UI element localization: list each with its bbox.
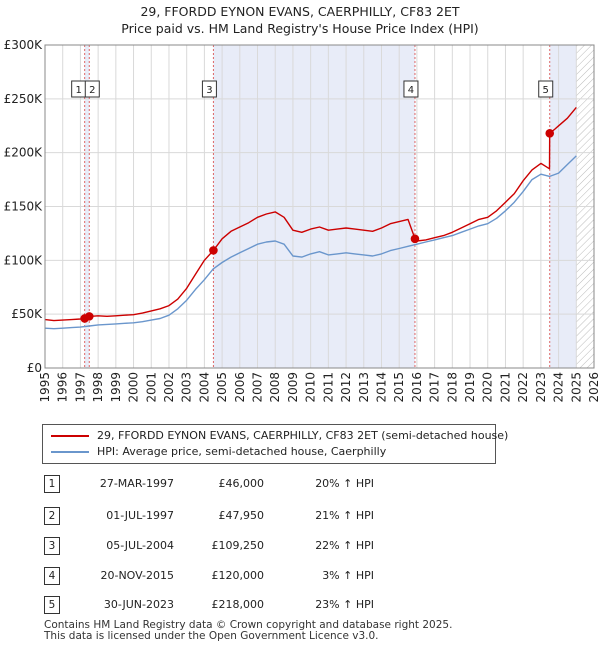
x-tick-label: 1998: [91, 372, 105, 403]
x-tick-label: 1995: [38, 372, 52, 403]
footer-attribution: Contains HM Land Registry data © Crown c…: [44, 620, 452, 642]
property-series-line: [44, 106, 577, 322]
sale-hpi-change: 3% ↑ HPI: [322, 569, 374, 582]
x-tick-label: 2026: [587, 372, 600, 403]
sale-marker-box: [201, 80, 217, 98]
x-tick-label: 2017: [428, 372, 442, 403]
x-tick-label: 2018: [445, 372, 459, 403]
x-tick-label: 2003: [180, 372, 194, 403]
sale-point: [410, 234, 420, 244]
x-tick-label: 2011: [321, 372, 335, 403]
x-tick-label: 2006: [233, 372, 247, 403]
x-tick-label: 2005: [215, 372, 229, 403]
sale-hpi-change: 23% ↑ HPI: [315, 598, 374, 611]
sale-price: £46,000: [218, 477, 265, 490]
sale-point: [209, 246, 218, 255]
x-tick-label: 2004: [197, 372, 211, 403]
x-tick-label: 2007: [251, 372, 265, 403]
footer-licence: This data is licensed under the Open Gov…: [44, 630, 379, 642]
sale-marker-label: 4: [408, 85, 414, 96]
x-tick-label: 1997: [73, 372, 87, 403]
sale-date: 01-JUL-1997: [106, 509, 174, 522]
sale-number-badge: 3: [44, 537, 60, 555]
legend-swatch-property: [51, 435, 89, 437]
sale-marker-box: [84, 80, 100, 98]
x-tick-label: 2010: [304, 372, 318, 403]
y-tick-label: £100K: [4, 253, 44, 267]
x-tick-label: 2013: [357, 372, 371, 403]
x-tick-label: 1999: [109, 372, 123, 403]
sale-price: £218,000: [211, 598, 265, 611]
sale-date: 30-JUN-2023: [103, 598, 174, 611]
sale-date: 27-MAR-1997: [99, 477, 174, 490]
x-tick-label: 2009: [286, 372, 300, 403]
sale-point: [84, 312, 94, 321]
legend-swatch-hpi: [51, 451, 89, 453]
sale-row: 3 05-JUL-2004 £109,250 22% ↑ HPI: [44, 537, 484, 555]
sale-price: £120,000: [211, 569, 265, 582]
x-tick-label: 2012: [339, 372, 353, 403]
footer-copyright: Contains HM Land Registry data © Crown c…: [44, 619, 453, 631]
sale-number-badge: 4: [44, 567, 60, 585]
sale-marker-box: [403, 80, 419, 98]
sale-number-badge: 2: [44, 507, 60, 525]
chart-title-line2: Price paid vs. HM Land Registry's House …: [121, 21, 479, 36]
chart-title-line1: 29, FFORDD EYNON EVANS, CAERPHILLY, CF83…: [140, 4, 460, 19]
sale-date: 20-NOV-2015: [100, 569, 174, 582]
sale-price: £109,250: [211, 539, 265, 552]
sale-date: 05-JUL-2004: [106, 539, 174, 552]
x-tick-label: 2001: [144, 372, 158, 403]
y-tick-label: £50K: [11, 307, 43, 321]
x-tick-label: 2025: [569, 372, 583, 403]
x-tick-label: 2023: [534, 372, 548, 403]
chart-title: 29, FFORDD EYNON EVANS, CAERPHILLY, CF83…: [0, 3, 600, 37]
legend: 29, FFORDD EYNON EVANS, CAERPHILLY, CF83…: [42, 424, 508, 464]
x-tick-label: 2016: [410, 372, 424, 403]
sale-marker-label: 3: [206, 85, 212, 96]
x-tick-label: 2000: [127, 372, 141, 403]
y-tick-label: £200K: [4, 146, 44, 160]
plot-frame: [44, 44, 595, 369]
x-tick-label: 2021: [498, 372, 512, 403]
x-tick-label: 2014: [374, 372, 388, 403]
sale-hpi-change: 22% ↑ HPI: [315, 539, 374, 552]
legend-label-hpi: HPI: Average price, semi-detached house,…: [97, 445, 387, 458]
x-tick-label: 2020: [481, 372, 495, 403]
sale-marker-label: 5: [543, 85, 549, 96]
sale-hpi-change: 20% ↑ HPI: [315, 477, 374, 490]
sale-number-badge: 5: [44, 596, 60, 614]
sale-price: £47,950: [218, 509, 265, 522]
x-tick-label: 2019: [463, 372, 477, 403]
y-tick-label: £0: [27, 361, 42, 375]
x-tick-label: 2024: [552, 372, 566, 403]
y-tick-label: £150K: [4, 200, 44, 214]
x-tick-label: 2015: [392, 372, 406, 403]
legend-label-property: 29, FFORDD EYNON EVANS, CAERPHILLY, CF83…: [97, 429, 509, 442]
hpi-series-line: [44, 155, 577, 330]
x-tick-label: 2008: [268, 372, 282, 403]
sale-row: 5 30-JUN-2023 £218,000 23% ↑ HPI: [44, 596, 484, 614]
y-tick-label: £300K: [4, 38, 44, 52]
sale-hpi-change: 21% ↑ HPI: [315, 509, 374, 522]
sale-marker-label: 1: [75, 85, 81, 96]
sale-marker-label: 2: [89, 85, 95, 96]
y-tick-label: £250K: [4, 92, 44, 106]
x-tick-label: 1996: [56, 372, 70, 403]
x-tick-label: 2002: [162, 372, 176, 403]
sale-row: 4 20-NOV-2015 £120,000 3% ↑ HPI: [44, 567, 484, 585]
sale-row: 2 01-JUL-1997 £47,950 21% ↑ HPI: [44, 507, 484, 525]
sale-point: [545, 128, 555, 138]
sale-row: 1 27-MAR-1997 £46,000 20% ↑ HPI: [44, 475, 484, 493]
sale-marker-box: [538, 80, 554, 98]
sale-number-badge: 1: [44, 475, 60, 493]
x-tick-label: 2022: [516, 372, 530, 403]
